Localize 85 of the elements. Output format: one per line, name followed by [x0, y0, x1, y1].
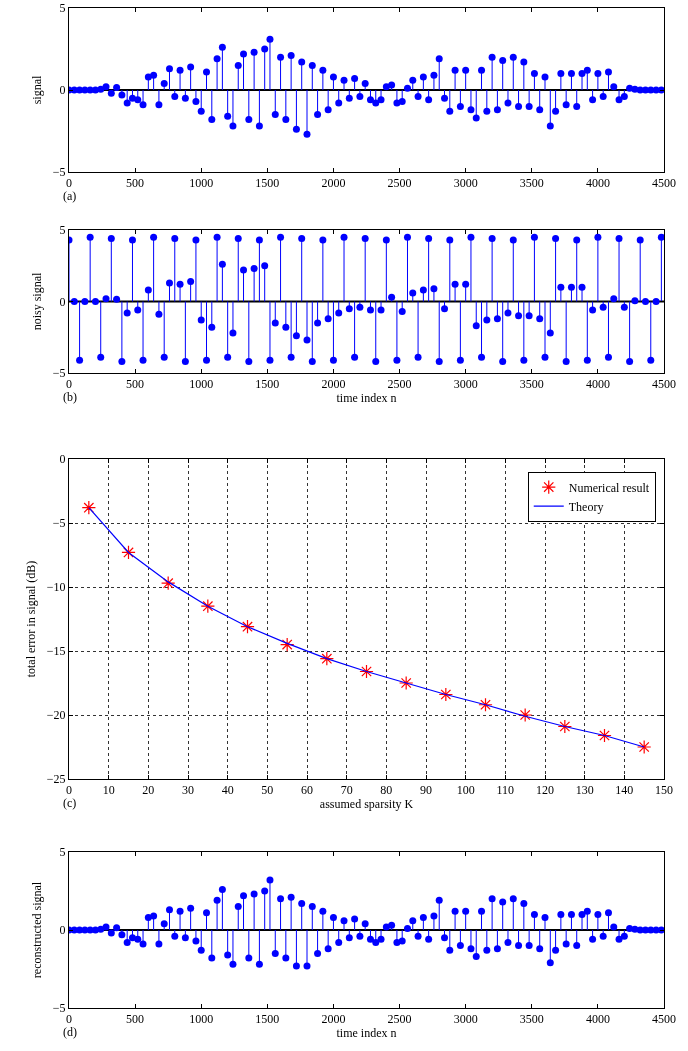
x-axis-title: assumed sparsity K [319, 797, 414, 812]
point [636, 739, 652, 755]
x-tick-label: 80 [380, 783, 393, 798]
y-tick-label: −10 [46, 580, 66, 595]
x-tick-label: 4500 [652, 1012, 676, 1027]
legend-label: Theory [568, 499, 604, 514]
y-tick-label: −5 [52, 165, 66, 180]
x-tick-label: 4000 [585, 1012, 610, 1027]
point [398, 675, 414, 691]
x-tick-label: 2500 [387, 1012, 412, 1027]
point [557, 719, 573, 734]
x-tick-label: 10 [102, 783, 115, 798]
point [200, 599, 216, 614]
x-tick-label: 3000 [453, 377, 478, 392]
x-tick-label: 150 [655, 783, 673, 798]
x-tick-label: 90 [420, 783, 432, 798]
x-tick-label: 3000 [453, 176, 478, 191]
x-tick-label: 2000 [321, 176, 346, 191]
y-tick-label: −5 [52, 366, 66, 381]
x-tick-label: 3500 [519, 377, 544, 392]
y-tick-label: 5 [59, 1, 66, 16]
text: (c) [63, 796, 77, 810]
y-tick-label: −20 [46, 708, 66, 723]
x-tick-label: 1500 [255, 377, 280, 392]
x-axis-title: time index n [336, 391, 397, 406]
x-tick-label: 3000 [453, 1012, 478, 1027]
x-tick-label: 4000 [585, 377, 610, 392]
y-tick-label: 0 [59, 923, 66, 938]
x-tick-label: 500 [126, 1012, 145, 1027]
point [81, 500, 97, 515]
x-tick-label: 70 [340, 783, 353, 798]
x-tick-label: 50 [261, 783, 274, 798]
x-tick-label: 1500 [255, 176, 280, 191]
legend-label: Numerical result [568, 480, 650, 495]
x-tick-label: 2000 [321, 377, 346, 392]
text: (a) [63, 189, 77, 203]
x-tick-label: 30 [182, 783, 194, 798]
y-tick-label: 5 [59, 223, 66, 238]
x-tick-label: 60 [301, 783, 313, 798]
point [597, 728, 612, 743]
x-tick-label: 120 [536, 783, 554, 798]
point [359, 664, 374, 679]
x-tick-label: 1000 [189, 176, 214, 191]
y-tick-label: −5 [52, 516, 66, 531]
point [478, 697, 493, 712]
y-tick-label: 5 [59, 845, 66, 860]
x-tick-label: 3500 [519, 176, 544, 191]
x-tick-label: 500 [126, 377, 145, 392]
x-tick-label: 500 [126, 176, 145, 191]
y-tick-label: −5 [52, 1001, 66, 1016]
x-axis-title: time index n [336, 1026, 397, 1041]
x-tick-label: 40 [221, 783, 234, 798]
x-tick-label: 100 [456, 783, 475, 798]
y-tick-label: 0 [59, 83, 66, 98]
x-tick-label: 110 [496, 783, 515, 798]
y-axis-title: signal [30, 75, 45, 105]
y-axis-title: total error in signal (dB) [24, 560, 39, 678]
y-tick-label: −15 [46, 644, 66, 659]
x-tick-label: 1500 [255, 1012, 280, 1027]
point [517, 707, 533, 723]
point [438, 687, 454, 702]
x-tick-label: 1000 [189, 377, 214, 392]
x-tick-label: 20 [142, 783, 155, 798]
y-tick-label: 0 [59, 294, 66, 309]
y-tick-label: −25 [46, 772, 66, 787]
point [121, 545, 136, 560]
x-tick-label: 130 [575, 783, 594, 798]
x-tick-label: 1000 [189, 1012, 214, 1027]
x-tick-label: 140 [615, 783, 634, 798]
x-tick-label: 2500 [387, 377, 412, 392]
y-axis-title: reconstructed signal [30, 881, 45, 979]
x-tick-label: 3500 [519, 1012, 544, 1027]
x-tick-label: 4500 [652, 176, 676, 191]
text: (b) [63, 390, 77, 404]
point [279, 637, 295, 652]
point [240, 619, 255, 634]
point [319, 651, 335, 666]
point [160, 575, 176, 591]
y-axis-title: noisy signal [30, 272, 45, 331]
text: (d) [63, 1025, 77, 1039]
y-tick-label: 0 [59, 452, 66, 467]
x-tick-label: 2500 [387, 176, 412, 191]
x-tick-label: 2000 [321, 1012, 346, 1027]
x-tick-label: 4500 [652, 377, 676, 392]
x-tick-label: 4000 [585, 176, 610, 191]
